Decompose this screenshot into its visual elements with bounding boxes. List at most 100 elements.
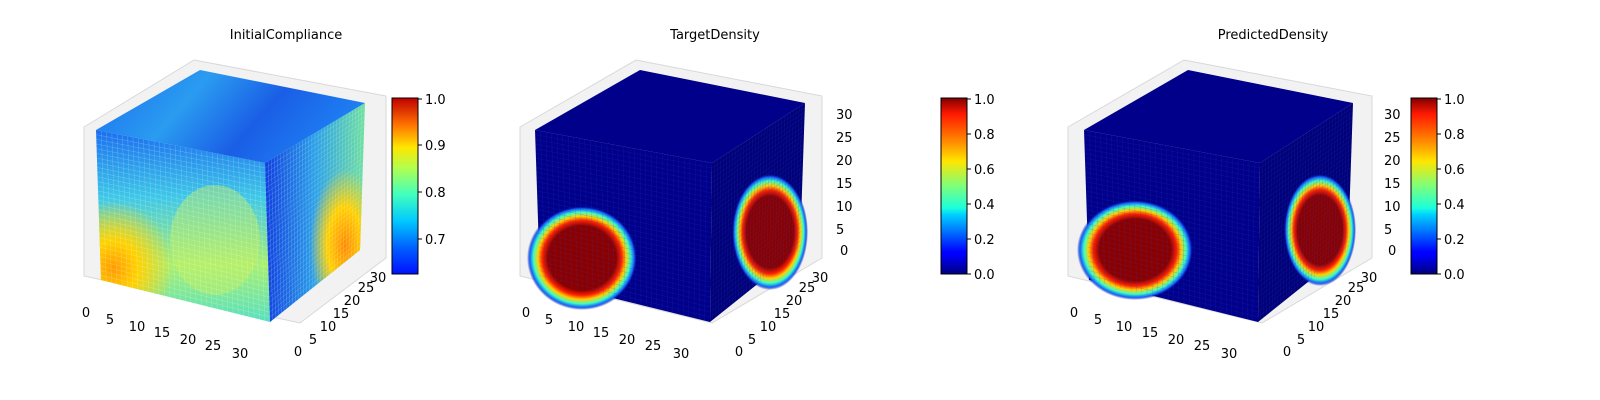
voxel-grid-line: [348, 110, 353, 260]
voxel-grid-line: [1259, 153, 1352, 218]
voxel-grid-line: [153, 141, 160, 295]
voxel-grid-line: [1258, 194, 1350, 263]
voxel-grid-line: [323, 127, 325, 280]
voxel-grid-line: [711, 167, 803, 233]
voxel-grid-line: [1188, 149, 1190, 305]
voxel-grid-line: [712, 161, 716, 320]
z-tick-label: 0: [840, 244, 848, 259]
voxel-grid-line: [1086, 200, 1260, 238]
voxel-grid-line: [1259, 144, 1352, 208]
density-region-front: [527, 206, 637, 310]
voxel-grid-line: [539, 275, 711, 318]
voxel-grid-line: [100, 261, 270, 303]
voxel-grid-line: [164, 143, 170, 298]
voxel-grid-line: [1258, 199, 1350, 268]
voxel-grid-line: [710, 185, 803, 253]
y-tick-label: 30: [1361, 271, 1378, 286]
voxel-grid-line: [1258, 240, 1349, 313]
voxel-grid-line: [536, 186, 712, 223]
voxel-grid-line: [711, 148, 804, 213]
y-ticks: 0 5 10 15 20 25 30: [1283, 271, 1377, 360]
y-tick-label: 25: [1348, 281, 1365, 296]
voxel-grid-line: [320, 129, 322, 282]
voxel-grid-line: [746, 138, 750, 293]
voxel-grid-line: [710, 171, 803, 238]
voxel-grid-line: [711, 130, 805, 193]
voxel-grid-line: [796, 104, 803, 253]
voxel-grid-line: [1087, 228, 1259, 268]
x-tick-label: 25: [205, 339, 222, 354]
voxel-grid-line: [699, 160, 702, 320]
voxel-grid-line: [579, 138, 583, 291]
voxel-grid-line: [1086, 204, 1260, 243]
y-tick-label: 0: [1283, 345, 1291, 360]
z-tick-label: 15: [836, 177, 853, 192]
voxel-grid-line: [710, 213, 802, 283]
voxel-grid-line: [1160, 144, 1164, 299]
voxel-grid-line: [623, 146, 626, 302]
voxel-grid-line: [590, 140, 594, 294]
voxel-grid-line: [116, 134, 123, 286]
voxel-grid-line: [791, 108, 797, 257]
voxel-grid-line: [556, 134, 562, 286]
voxel-grid-line: [1258, 203, 1350, 273]
voxel-grid-line: [100, 270, 270, 313]
voxel-grid-line: [1088, 261, 1259, 303]
voxel-grid-line: [710, 208, 802, 278]
voxel-grid-line: [1257, 245, 1349, 318]
voxel-grid-line: [354, 106, 359, 255]
colorbar-tick-label: 0.8: [1444, 128, 1465, 143]
voxel-grid-line: [101, 131, 107, 282]
voxel-grid-line: [267, 171, 363, 238]
voxel-grid-line: [268, 222, 362, 293]
voxel-grid-line: [535, 157, 712, 194]
voxel-grid-line: [98, 195, 268, 233]
voxel-grid-line: [537, 209, 711, 248]
voxel-grid-line: [99, 246, 269, 288]
voxel-grid-line: [538, 232, 711, 273]
voxel-grid-line: [331, 121, 334, 273]
voxel-grid-line: [1305, 131, 1310, 284]
colorbar-tick-label: 0.6: [1444, 163, 1465, 178]
voxel-grid-line: [268, 194, 362, 263]
voxel-grid-line: [265, 121, 365, 184]
voxel-grid-line: [1087, 237, 1259, 278]
voxel-grid-line: [243, 158, 250, 317]
voxel-grid-line: [269, 226, 361, 298]
voxel-grid-line: [774, 119, 780, 271]
voxel-grid-line: [551, 133, 557, 284]
x-tick-label: 25: [1194, 339, 1211, 354]
voxel-grid-line: [289, 147, 293, 305]
y-tick-label: 15: [774, 307, 791, 322]
z-tick-label: 10: [1384, 200, 1401, 215]
voxel-grid-line: [277, 155, 282, 314]
voxel-grid-line: [1087, 242, 1259, 283]
voxel-grid-line: [1171, 146, 1174, 302]
voxel-grid-line: [96, 139, 266, 174]
voxel-grid-line: [1085, 162, 1260, 198]
voxel-grid-line: [345, 112, 350, 262]
voxel-grid-line: [711, 162, 804, 228]
voxel-grid-line: [97, 181, 267, 218]
voxel-grid-line: [1084, 157, 1260, 194]
x-tick-label: 10: [129, 320, 146, 335]
voxel-grid-line: [1138, 140, 1143, 294]
voxel-grid-line: [715, 159, 719, 318]
voxel-grid-line: [757, 131, 762, 284]
voxel-grid-line: [1122, 137, 1127, 290]
voxel-grid-line: [1260, 161, 1264, 320]
z-tick-label: 10: [836, 200, 853, 215]
voxel-grid-line: [96, 134, 266, 169]
voxel-grid-line: [711, 153, 804, 218]
voxel-grid-line: [1269, 155, 1272, 314]
voxel-grid-line: [1258, 217, 1350, 288]
voxel-grid-line: [138, 138, 144, 291]
voxel-grid-line: [1308, 129, 1313, 282]
panel-initial-compliance: InitialCompliance 0 5 10 15 20 25 30 0 5…: [82, 28, 446, 362]
colorbar-tick-label: 0.0: [974, 268, 995, 283]
voxel-grid-line: [299, 142, 302, 298]
voxel-grid-line: [292, 146, 296, 302]
voxel-grid-line: [729, 149, 733, 307]
voxel-grid-line: [267, 167, 363, 233]
